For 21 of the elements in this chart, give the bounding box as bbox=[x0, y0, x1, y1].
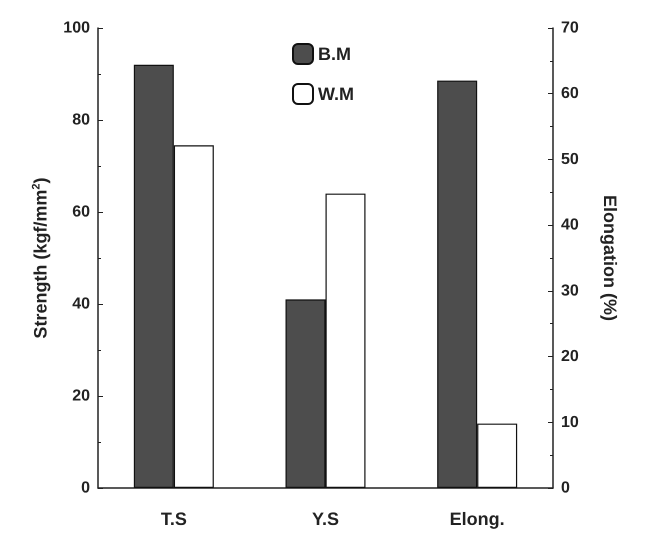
x-tick-label: T.S bbox=[160, 509, 187, 529]
x-tick-label: Elong. bbox=[450, 509, 505, 529]
y2-tick-label: 60 bbox=[561, 85, 579, 102]
y2-tick-label: 10 bbox=[561, 414, 579, 431]
y2-tick-label: 70 bbox=[561, 20, 579, 36]
y-tick-label: 80 bbox=[72, 112, 90, 128]
y-tick-label: 20 bbox=[72, 388, 90, 404]
y-tick-label: 0 bbox=[81, 480, 90, 496]
y2-axis-title: Elongation (%) bbox=[600, 195, 620, 321]
y2-tick-label: 50 bbox=[561, 150, 579, 168]
y2-tick-label: 20 bbox=[561, 348, 579, 366]
y2-tick-label: 30 bbox=[561, 282, 579, 300]
y2-tick-label: 40 bbox=[561, 216, 579, 234]
y2-tick-label: 0 bbox=[561, 480, 570, 496]
legend-label: B.M bbox=[318, 44, 352, 64]
legend-label: W.M bbox=[318, 84, 354, 104]
y-tick-label: 40 bbox=[72, 296, 90, 312]
y-tick-label: 100 bbox=[63, 20, 90, 36]
y-axis-title: Strength (kgf/mm2) bbox=[30, 177, 50, 339]
x-tick-label: Y.S bbox=[312, 509, 340, 529]
y-tick-label: 60 bbox=[72, 204, 90, 220]
